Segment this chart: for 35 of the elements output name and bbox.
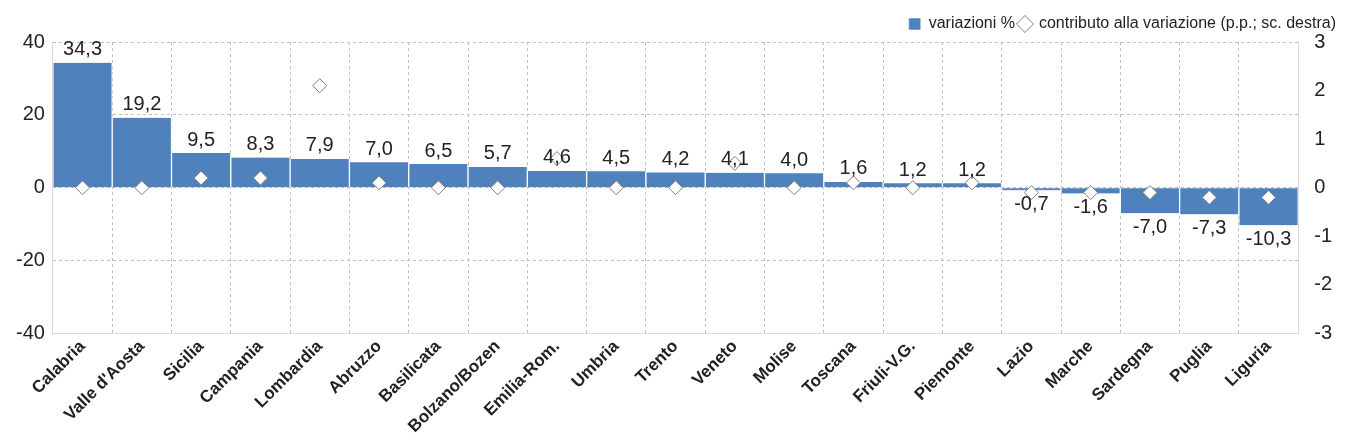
legend-label: variazioni % [928,14,1015,32]
data-label: 5,7 [483,141,512,164]
data-label: -7,3 [1192,215,1227,238]
data-label: -7,0 [1132,214,1168,237]
data-label: 9,5 [187,127,216,150]
y2-tick-label: 2 [1314,78,1326,101]
y-tick-label: 0 [33,175,45,198]
data-label: 4,0 [780,147,809,170]
y-tick-label: 40 [22,29,45,52]
y2-tick-label: 3 [1314,29,1326,52]
data-label: 6,5 [424,138,453,161]
data-label: 7,0 [365,136,393,159]
data-label: 4,6 [543,145,571,168]
legend-label: contributo alla variazione (p.p.; sc. destra) [1038,14,1336,32]
y-tick-label: 20 [22,102,45,125]
data-label: 4,1 [720,147,749,170]
data-label: -10,3 [1245,226,1292,249]
data-label: -1,6 [1073,195,1108,218]
data-label: 8,3 [246,131,275,154]
data-label: -0,7 [1014,191,1049,214]
data-label: 4,5 [602,145,631,168]
y2-tick-label: -3 [1314,320,1333,343]
y-tick-label: -20 [16,248,45,271]
data-label: 7,9 [305,133,334,156]
y2-tick-label: 0 [1314,175,1326,198]
data-label: 19,2 [122,92,162,115]
data-label: 4,2 [661,146,690,169]
data-label: 1,6 [839,156,868,179]
y2-tick-label: -2 [1314,272,1333,295]
data-label: 1,2 [898,157,927,180]
y2-tick-label: -1 [1314,223,1333,246]
y-tick-label: -40 [16,320,45,343]
data-label: 34,3 [63,37,103,60]
data-label: 1,2 [958,157,986,180]
y2-tick-label: 1 [1314,126,1326,149]
